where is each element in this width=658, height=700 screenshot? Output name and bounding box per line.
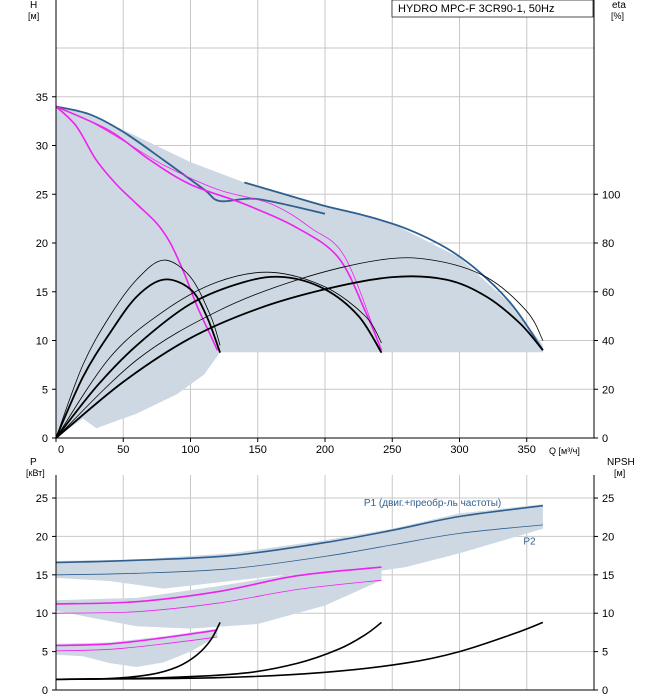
power-curve-4 <box>55 629 218 647</box>
power-curve-3 <box>55 579 382 614</box>
qh-envelope-area <box>56 106 543 438</box>
qh-curve-9 <box>55 271 382 439</box>
npsh-y2-tick-label: 15 <box>602 570 614 582</box>
qh-curve-1 <box>244 181 544 351</box>
qh-y-tick-label: 15 <box>36 287 48 299</box>
qh-curve-10 <box>55 257 544 439</box>
npsh-y2-tick-label: 10 <box>602 608 614 620</box>
qh-y-tick-label: 30 <box>36 141 48 153</box>
y-axis-label-h: H <box>30 0 37 11</box>
qh-y-tick-label: 35 <box>36 92 48 104</box>
qh-y-tick-label: 0 <box>42 433 48 445</box>
qh-y-tick-label: 10 <box>36 336 48 348</box>
qh-y2-tick-label: 0 <box>602 433 608 445</box>
qh-x-tick-label: 300 <box>450 444 468 456</box>
power-curve-8 <box>55 621 544 681</box>
power-axes: 0 5 10 15 20 25 0 5 10 15 20 25 <box>36 475 614 697</box>
power-curve-label-1: P2 <box>523 536 536 547</box>
qh-x-tick-label: 150 <box>249 444 267 456</box>
qh-x-tick-label: 350 <box>518 444 536 456</box>
power-curve-5 <box>55 636 218 652</box>
qh-x-tick-label: 0 <box>58 444 64 456</box>
power-y-tick-label: 0 <box>42 685 48 697</box>
qh-curve-5 <box>55 278 221 439</box>
y2-axis-label-eta: eta <box>612 0 626 11</box>
npsh-y2-tick-label: 25 <box>602 493 614 505</box>
power-envelope-2 <box>56 628 218 667</box>
qh-y-tick-label: 5 <box>42 384 48 396</box>
qh-y2-tick-label: 60 <box>602 287 614 299</box>
y-axis-label-p: P <box>30 457 37 468</box>
npsh-y2-tick-label: 20 <box>602 531 614 543</box>
power-y-tick-label: 20 <box>36 531 48 543</box>
power-curve-0 <box>55 504 544 564</box>
qh-curves <box>55 105 544 439</box>
y2-axis-unit-eta: [%] <box>611 11 624 21</box>
power-y-tick-label: 15 <box>36 570 48 582</box>
qh-x-tick-label: 200 <box>316 444 334 456</box>
y2-axis-label-npsh: NPSH <box>607 457 635 468</box>
power-npsh-panel: 0 5 10 15 20 25 0 5 10 15 20 25 P [кВт] NPSH [м] P1… <box>26 457 635 697</box>
qh-x-tick-label: 50 <box>117 444 129 456</box>
qh-curve-7 <box>55 275 544 439</box>
qh-curve-2 <box>55 105 219 351</box>
power-curve-2 <box>55 566 382 605</box>
qh-y2-tick-label: 80 <box>602 238 614 250</box>
power-y-tick-label: 25 <box>36 493 48 505</box>
qh-operating-envelope <box>56 106 543 438</box>
y-axis-unit-h: [м] <box>28 11 39 21</box>
qh-x-tick-label: 250 <box>383 444 401 456</box>
power-y-tick-label: 10 <box>36 608 48 620</box>
power-curve-labels: P1 (двиг.+преобр-ль частоты) P2 <box>364 497 536 547</box>
qh-curve-8 <box>55 259 221 439</box>
chart-title: HYDRO MPC-F 3CR90-1, 50Hz <box>398 3 554 15</box>
qh-curve-4 <box>55 106 382 351</box>
power-curve-1 <box>55 524 543 576</box>
x-axis-unit-q: Q [м³/ч] <box>549 446 580 456</box>
qh-curve-0 <box>55 105 326 215</box>
qh-y2-tick-label: 40 <box>602 336 614 348</box>
power-y-tick-label: 5 <box>42 647 48 659</box>
power-envelope-1 <box>56 565 382 629</box>
qh-x-tick-label: 100 <box>181 444 199 456</box>
qh-y2-tick-label: 20 <box>602 384 614 396</box>
qh-y-tick-label: 20 <box>36 238 48 250</box>
qh-y-tick-label: 25 <box>36 189 48 201</box>
qh-curve-3 <box>55 105 383 351</box>
npsh-y2-tick-label: 5 <box>602 647 608 659</box>
npsh-y2-tick-label: 0 <box>602 685 608 697</box>
qh-curve-6 <box>55 275 383 439</box>
y-axis-unit-p: [кВт] <box>26 468 45 478</box>
qh-y2-tick-label: 100 <box>602 189 620 201</box>
y2-axis-unit-npsh: [м] <box>614 468 625 478</box>
title-box <box>391 0 594 18</box>
power-curves <box>55 504 544 681</box>
power-curve-label-0: P1 (двиг.+преобр-ль частоты) <box>364 497 501 509</box>
